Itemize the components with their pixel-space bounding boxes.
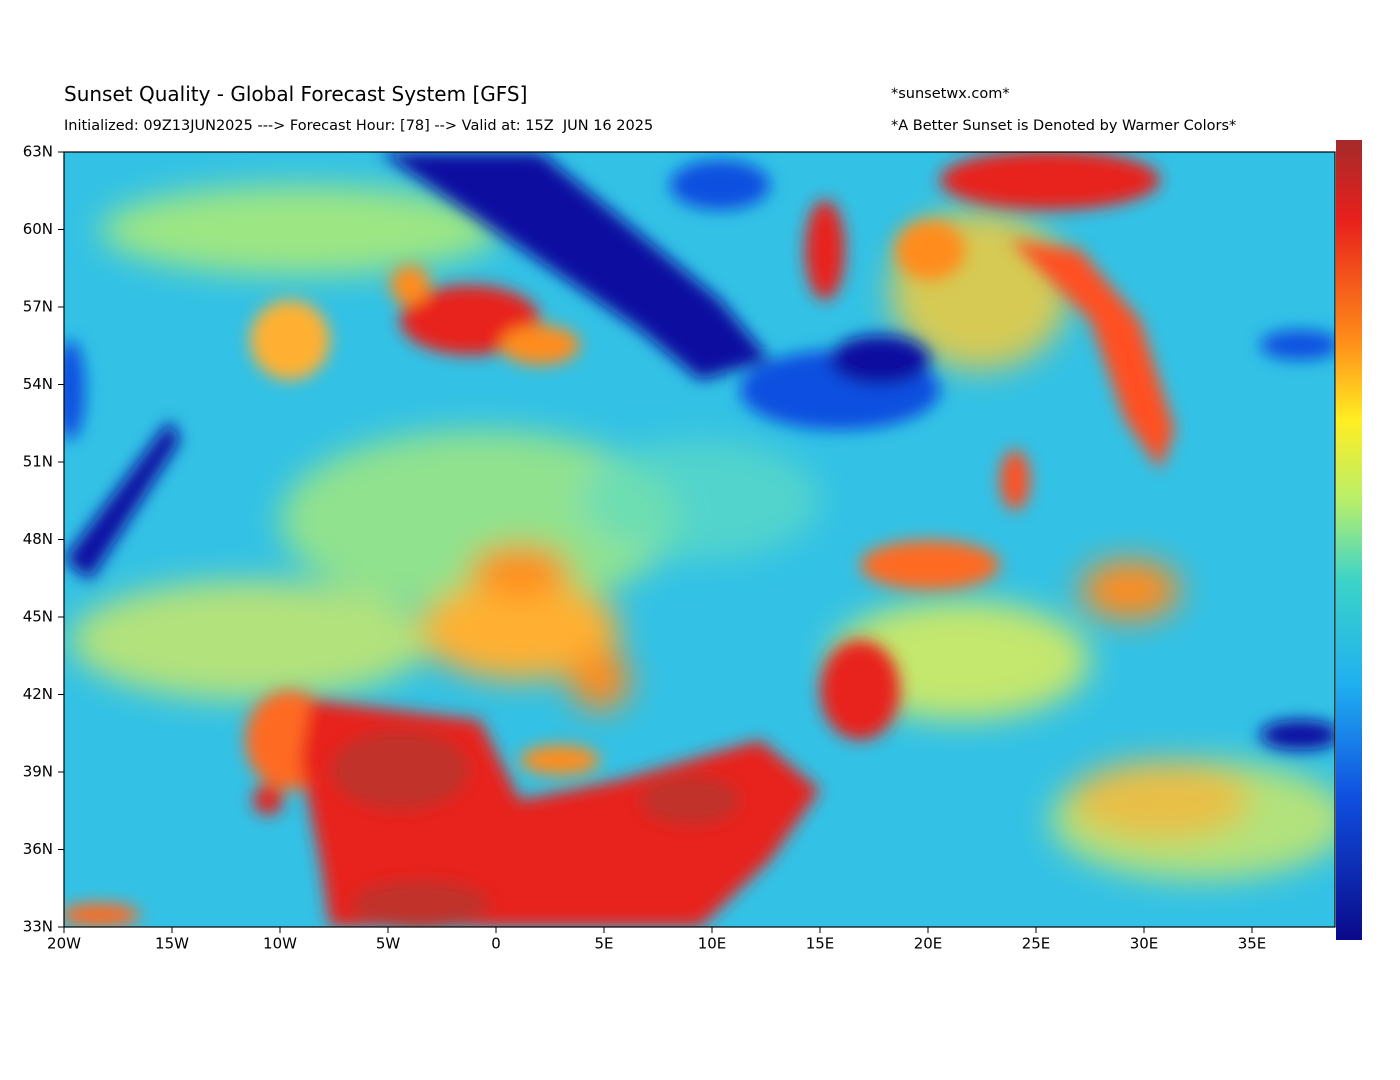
lon-label: 10W: [263, 935, 297, 953]
lat-label: 45N: [23, 608, 53, 626]
lon-label: 10E: [698, 935, 727, 953]
lon-label: 0: [491, 935, 501, 953]
heatmap: [64, 152, 1335, 927]
map-subtitle: Initialized: 09Z13JUN2025 ---> Forecast …: [64, 118, 654, 134]
lat-label: 54N: [23, 375, 53, 393]
lat-label: 57N: [23, 298, 53, 316]
lat-label: 33N: [23, 918, 53, 936]
lon-label: 30E: [1130, 935, 1159, 953]
colorbar: [1336, 140, 1362, 940]
lon-label: 15E: [806, 935, 835, 953]
site-credit: *sunsetwx.com*: [891, 86, 1010, 102]
color-note: *A Better Sunset is Denoted by Warmer Co…: [891, 118, 1237, 134]
lon-label: 20E: [914, 935, 943, 953]
lat-label: 36N: [23, 840, 53, 858]
lat-label: 48N: [23, 530, 53, 548]
lat-label: 39N: [23, 763, 53, 781]
lon-label: 25E: [1022, 935, 1051, 953]
lon-label: 5E: [594, 935, 613, 953]
lon-label: 35E: [1238, 935, 1267, 953]
lon-label: 15W: [155, 935, 189, 953]
lat-label: 63N: [23, 143, 53, 161]
lat-label: 42N: [23, 685, 53, 703]
lat-label: 51N: [23, 453, 53, 471]
lon-label: 20W: [47, 935, 81, 953]
map-title: Sunset Quality - Global Forecast System …: [64, 82, 528, 106]
lat-label: 60N: [23, 220, 53, 238]
lon-label: 5W: [376, 935, 401, 953]
